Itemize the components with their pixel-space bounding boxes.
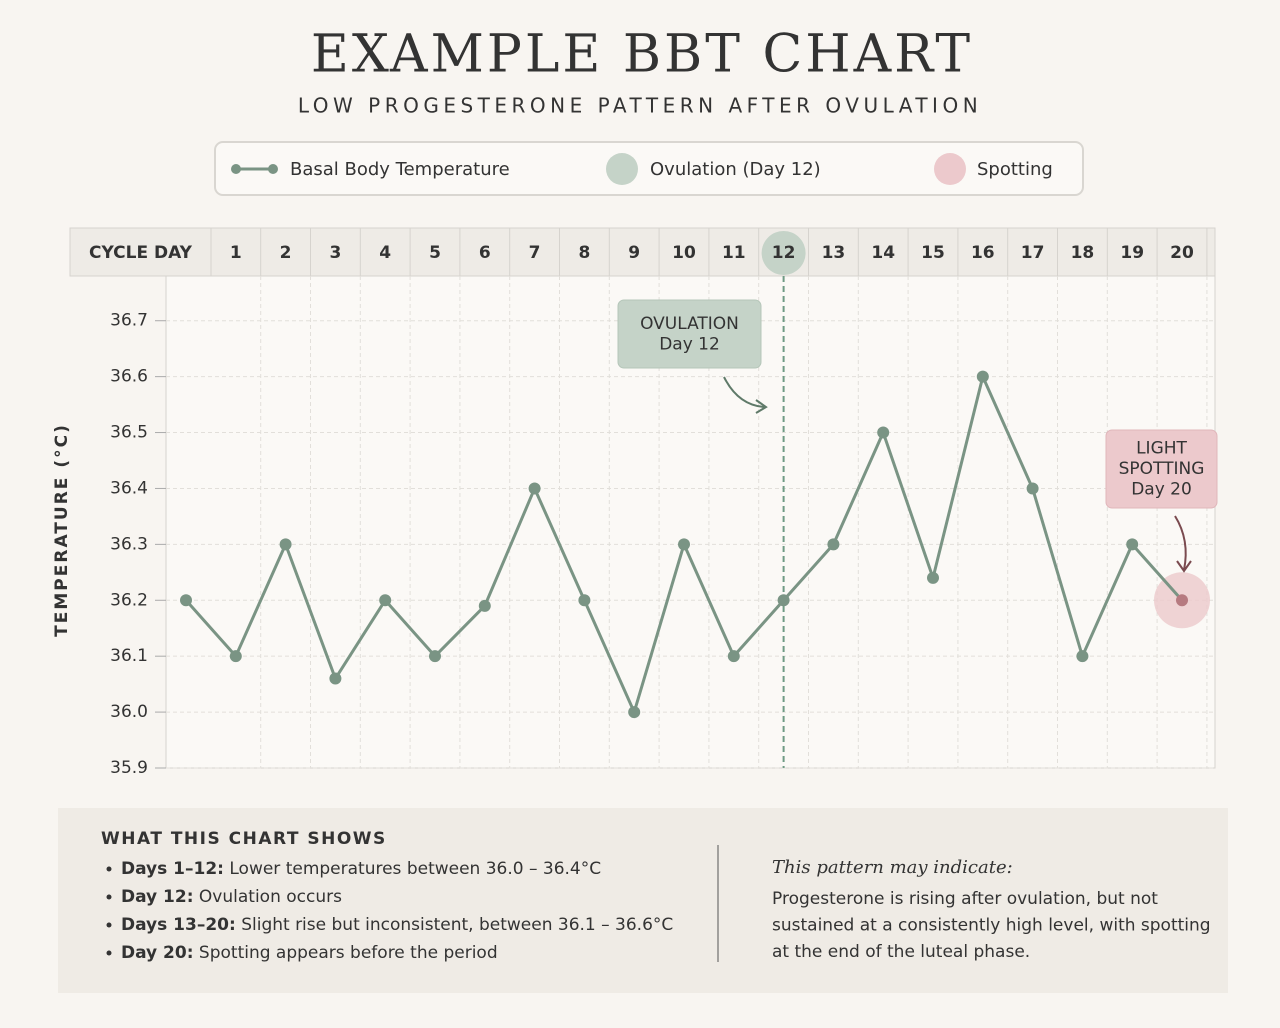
x-tick-label: 17 bbox=[1021, 243, 1045, 263]
legend-swatch bbox=[934, 153, 966, 185]
data-point bbox=[279, 538, 292, 551]
aside-line: sustained at a consistently high level, … bbox=[772, 916, 1211, 936]
legend-label: Spotting bbox=[977, 159, 1053, 180]
x-tick-label: 8 bbox=[578, 243, 590, 263]
x-tick-label: 13 bbox=[822, 243, 846, 263]
bullet-text: Day 20: Spotting appears before the peri… bbox=[121, 943, 498, 963]
bullet-body: Spotting appears before the period bbox=[194, 943, 498, 963]
data-point bbox=[180, 594, 192, 607]
legend-label: Basal Body Temperature bbox=[290, 159, 510, 180]
notes-panel bbox=[58, 808, 1228, 993]
y-tick-label: 36.5 bbox=[110, 423, 148, 443]
y-tick-label: 36.4 bbox=[110, 478, 148, 498]
data-point bbox=[429, 650, 441, 663]
y-tick-label: 35.9 bbox=[110, 758, 148, 778]
bullet-text: Days 1–12: Lower temperatures between 36… bbox=[121, 859, 601, 879]
data-point bbox=[1176, 594, 1188, 607]
bullet-body: Slight rise but inconsistent, between 36… bbox=[236, 915, 673, 935]
x-tick-label: 16 bbox=[971, 243, 995, 263]
bullet-label: Day 12: bbox=[121, 887, 194, 907]
annotation-text: SPOTTING bbox=[1119, 459, 1205, 479]
bullet-label: Day 20: bbox=[121, 943, 194, 963]
data-point bbox=[777, 594, 790, 607]
legend-dot bbox=[231, 164, 241, 174]
y-axis-label: TEMPERATURE (°C) bbox=[52, 423, 72, 637]
data-point bbox=[827, 538, 840, 551]
aside-line: at the end of the luteal phase. bbox=[772, 942, 1030, 962]
bullet-label: Days 1–12: bbox=[121, 859, 224, 879]
data-point bbox=[976, 370, 989, 383]
chart-subtitle: LOW PROGESTERONE PATTERN AFTER OVULATION bbox=[298, 94, 982, 118]
legend-label: Ovulation (Day 12) bbox=[650, 159, 821, 180]
data-point bbox=[877, 426, 890, 439]
bullet-label: Days 13–20: bbox=[121, 915, 236, 935]
x-tick-label: 4 bbox=[379, 243, 391, 263]
annotation-text: LIGHT bbox=[1136, 439, 1187, 459]
data-point bbox=[229, 650, 242, 663]
x-tick-label: 1 bbox=[230, 243, 242, 263]
x-tick-label: 5 bbox=[429, 243, 441, 263]
bullet-text: Day 12: Ovulation occurs bbox=[121, 887, 342, 907]
legend-dot bbox=[268, 164, 278, 174]
bullet bbox=[106, 922, 112, 928]
x-tick-label: 18 bbox=[1071, 243, 1095, 263]
y-tick-label: 36.3 bbox=[110, 534, 148, 554]
x-tick-label: 3 bbox=[329, 243, 341, 263]
x-tick-label: 2 bbox=[280, 243, 292, 263]
x-tick-label: 10 bbox=[672, 243, 696, 263]
annotation-arrow bbox=[723, 376, 768, 414]
annotation-box bbox=[1105, 429, 1218, 509]
x-axis-label: CYCLE DAY bbox=[89, 243, 193, 263]
x-tick-label: 14 bbox=[871, 243, 895, 263]
data-point bbox=[727, 650, 740, 663]
bullet bbox=[106, 894, 112, 900]
chart-title: EXAMPLE BBT CHART bbox=[311, 25, 973, 85]
bullet-text: Days 13–20: Slight rise but inconsistent… bbox=[121, 915, 673, 935]
notes-title: WHAT THIS CHART SHOWS bbox=[101, 829, 387, 849]
x-tick-label: 9 bbox=[628, 243, 640, 263]
legend bbox=[214, 141, 1084, 196]
x-tick-label: 19 bbox=[1120, 243, 1144, 263]
bullet-body: Ovulation occurs bbox=[194, 887, 343, 907]
y-tick-label: 36.6 bbox=[110, 367, 148, 387]
data-point bbox=[1026, 482, 1039, 495]
data-point bbox=[329, 672, 342, 685]
aside-title: This pattern may indicate: bbox=[772, 857, 1013, 878]
data-point bbox=[628, 706, 641, 719]
x-tick-label: 7 bbox=[529, 243, 541, 263]
data-point bbox=[1126, 538, 1139, 551]
data-point bbox=[379, 594, 392, 607]
x-tick-label: 20 bbox=[1170, 243, 1194, 263]
aside-line: Progesterone is rising after ovulation, … bbox=[772, 889, 1158, 909]
x-tick-label: 11 bbox=[722, 243, 746, 263]
annotation-arrow bbox=[1174, 515, 1192, 573]
legend-swatch bbox=[606, 153, 638, 185]
annotation-text: Day 20 bbox=[1131, 480, 1192, 500]
annotation-box bbox=[617, 299, 762, 369]
y-tick-label: 36.2 bbox=[110, 590, 148, 610]
bullet bbox=[106, 866, 112, 872]
bullet-body: Lower temperatures between 36.0 – 36.4°C bbox=[224, 859, 601, 879]
data-point bbox=[478, 599, 491, 612]
x-tick-label: 15 bbox=[921, 243, 945, 263]
data-point bbox=[678, 538, 690, 551]
annotation-text: OVULATION bbox=[640, 314, 739, 334]
y-tick-label: 36.0 bbox=[110, 702, 148, 722]
header-highlight bbox=[761, 231, 806, 275]
data-point bbox=[528, 482, 541, 495]
annotation-text: Day 12 bbox=[659, 334, 720, 354]
y-tick-label: 36.7 bbox=[110, 311, 148, 331]
x-tick-label: 12 bbox=[772, 243, 796, 263]
bullet bbox=[106, 950, 112, 956]
data-point bbox=[927, 571, 939, 584]
data-point bbox=[1076, 650, 1089, 663]
y-tick-label: 36.1 bbox=[110, 646, 148, 666]
x-tick-label: 6 bbox=[479, 243, 491, 263]
data-point bbox=[578, 594, 591, 607]
